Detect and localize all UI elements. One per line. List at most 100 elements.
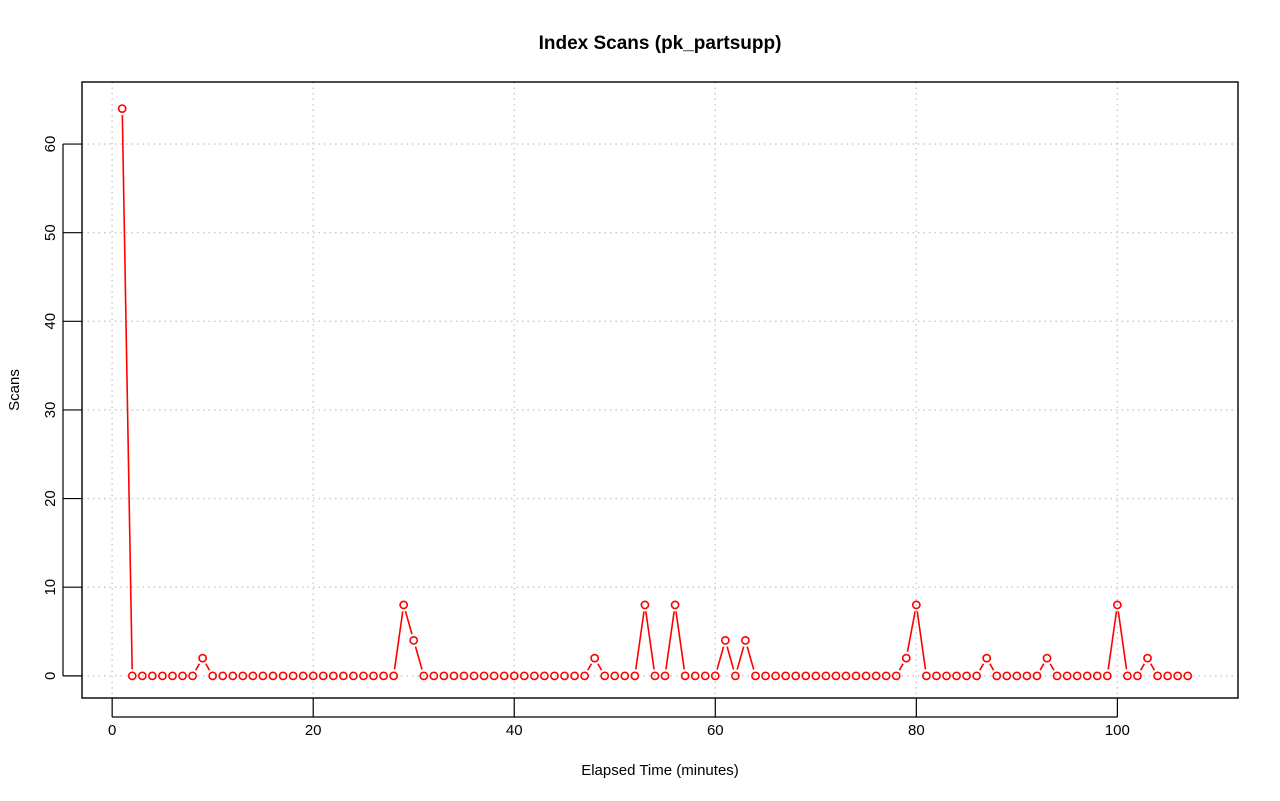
series-segment <box>979 663 985 671</box>
data-point <box>821 671 831 681</box>
data-point <box>932 671 941 681</box>
data-point <box>1082 671 1092 681</box>
data-point <box>1062 671 1072 681</box>
axes <box>62 143 1118 718</box>
series-segment <box>665 611 675 670</box>
series-segment <box>121 115 133 670</box>
data-point <box>1153 671 1162 681</box>
data-point <box>1002 671 1012 681</box>
data-point <box>751 671 760 681</box>
data-point <box>1133 671 1142 681</box>
series-group <box>117 104 1193 681</box>
data-point <box>1183 671 1193 681</box>
data-point <box>268 671 278 681</box>
data-point <box>459 671 469 681</box>
y-axis-label: Scans <box>6 369 23 411</box>
data-point <box>288 671 298 681</box>
data-point <box>238 671 248 681</box>
x-axis-label: Elapsed Time (minutes) <box>581 762 739 779</box>
data-point <box>710 671 720 681</box>
data-point <box>791 671 801 681</box>
data-point <box>369 671 378 681</box>
series-segment <box>645 611 655 670</box>
data-point <box>178 671 187 681</box>
series-segment <box>989 663 995 671</box>
data-point <box>680 671 690 681</box>
data-point <box>389 671 399 681</box>
data-point <box>670 600 680 610</box>
series-segment <box>1139 663 1146 671</box>
series-segment <box>675 611 686 670</box>
data-point <box>429 671 439 681</box>
data-point <box>690 671 700 681</box>
data-point <box>831 671 841 681</box>
data-point <box>338 671 348 681</box>
data-point <box>399 600 409 610</box>
data-point <box>379 671 388 681</box>
data-point <box>419 671 429 681</box>
data-point <box>560 671 569 681</box>
data-point <box>519 671 529 681</box>
data-point <box>901 653 911 663</box>
series-segment <box>597 663 603 671</box>
y-tick-label: 30 <box>42 402 59 419</box>
series-segment <box>726 646 735 670</box>
data-point <box>218 671 228 681</box>
data-point <box>650 671 660 681</box>
data-point <box>147 671 157 681</box>
data-point <box>198 653 208 663</box>
data-point <box>771 671 780 681</box>
series-segment <box>1150 663 1156 671</box>
tick-labels: 0 20 40 60 80 100 0 10 20 30 40 50 60 <box>42 136 1130 739</box>
data-point <box>540 671 549 681</box>
data-point <box>117 104 127 113</box>
x-tick-label: 0 <box>108 722 116 739</box>
series-segment <box>916 611 927 670</box>
data-point <box>630 671 640 681</box>
data-point <box>891 671 901 681</box>
data-point <box>479 671 489 681</box>
data-point <box>137 671 147 681</box>
data-point <box>610 671 620 681</box>
data-point <box>529 671 539 681</box>
series-segment <box>393 611 404 670</box>
data-point <box>308 671 318 681</box>
series-segment <box>906 611 916 652</box>
data-point <box>962 671 971 681</box>
data-point <box>841 671 851 681</box>
y-tick-label: 10 <box>42 579 59 596</box>
data-point <box>409 635 419 645</box>
data-point <box>1102 671 1112 681</box>
data-point <box>168 671 177 681</box>
data-point <box>992 671 1002 681</box>
series-segment <box>587 663 593 671</box>
data-point <box>318 671 328 681</box>
data-point <box>1143 653 1152 663</box>
data-point <box>660 671 670 681</box>
data-point <box>811 671 821 681</box>
data-point <box>258 671 268 681</box>
x-tick-label: 60 <box>707 722 724 739</box>
series-segment <box>736 646 745 670</box>
y-tick-label: 20 <box>42 490 59 507</box>
series-segment <box>195 663 201 671</box>
series-segment <box>1107 611 1118 670</box>
data-point <box>158 671 167 681</box>
series-segment <box>404 610 413 635</box>
series-segment <box>898 663 904 671</box>
data-point <box>359 671 368 681</box>
series-segment <box>414 646 423 670</box>
x-tick-label: 20 <box>305 722 322 739</box>
data-point <box>499 671 509 681</box>
data-point <box>600 671 610 681</box>
data-point <box>590 653 600 663</box>
data-point <box>972 671 982 681</box>
data-point <box>469 671 479 681</box>
data-point <box>911 600 921 610</box>
data-point <box>982 653 992 663</box>
data-point <box>1022 671 1032 681</box>
data-point <box>248 671 258 681</box>
data-point <box>801 671 811 681</box>
data-point <box>1163 671 1173 681</box>
